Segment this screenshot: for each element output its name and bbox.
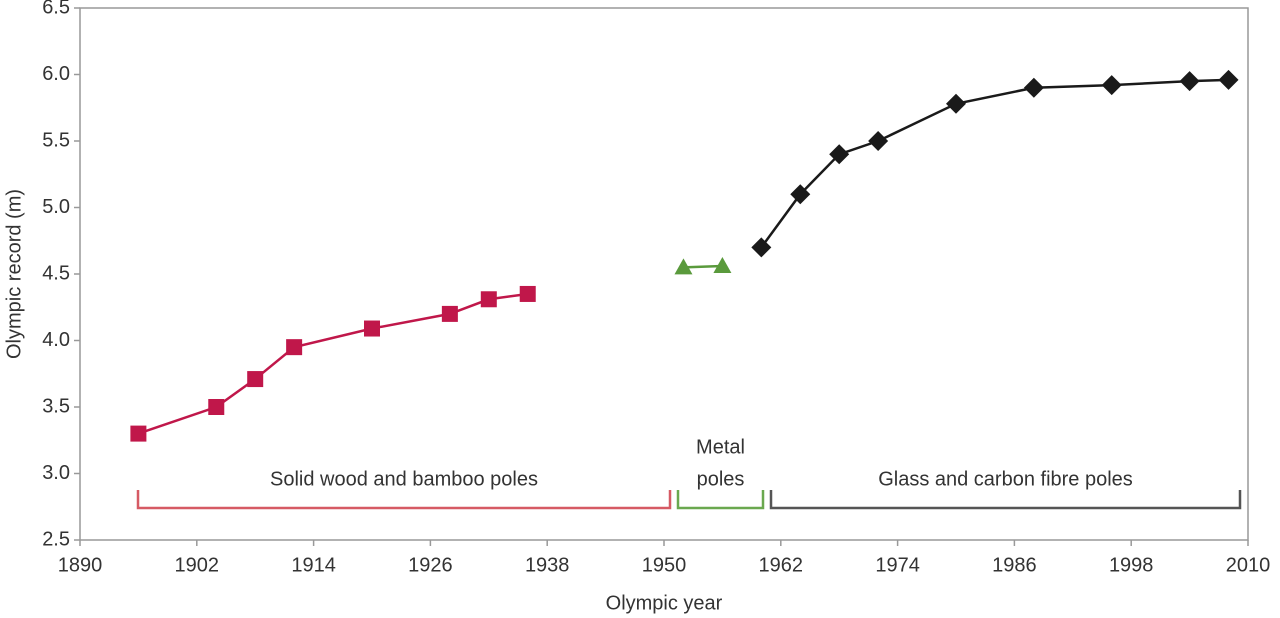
annotation-label: Metal [696, 436, 745, 458]
y-axis-title: Olympic record (m) [3, 189, 25, 359]
marker [130, 425, 147, 442]
y-tick-label: 3.0 [42, 462, 70, 484]
x-tick-label: 2010 [1226, 554, 1271, 576]
series-line [760, 78, 1229, 249]
y-tick-label: 3.5 [42, 395, 70, 417]
x-tick-label: 1998 [1109, 554, 1154, 576]
marker [751, 237, 772, 258]
bracket [136, 490, 672, 510]
series-line [137, 292, 528, 435]
marker [208, 399, 225, 415]
y-tick-label: 5.0 [42, 196, 70, 218]
marker [1218, 69, 1239, 90]
bracket [769, 490, 1242, 510]
marker [1101, 75, 1122, 96]
x-tick-label: 1950 [642, 554, 687, 576]
y-tick-label: 2.5 [42, 528, 70, 550]
bracket [676, 490, 765, 510]
x-tick-label: 1890 [58, 554, 103, 576]
marker [519, 285, 536, 302]
marker [1023, 77, 1044, 98]
annotation-label: Glass and carbon fibre poles [878, 468, 1133, 490]
plot-frame [79, 7, 1249, 541]
x-tick-label: 1962 [759, 554, 804, 576]
x-tick-label: 1902 [175, 554, 220, 576]
marker [868, 131, 889, 151]
marker [441, 305, 458, 322]
marker [946, 93, 966, 114]
y-tick-label: 4.5 [42, 262, 70, 284]
annotation-label: poles [697, 468, 745, 490]
marker [1179, 71, 1200, 92]
marker [674, 258, 693, 275]
series-line [683, 264, 723, 269]
marker [364, 320, 380, 337]
x-axis-title: Olympic year [606, 592, 723, 614]
x-tick-label: 1926 [408, 554, 453, 576]
marker [713, 257, 732, 274]
x-tick-label: 1938 [525, 554, 570, 576]
x-tick-label: 1914 [291, 554, 336, 576]
marker [790, 184, 811, 205]
x-tick-label: 1986 [992, 554, 1037, 576]
marker [247, 371, 264, 388]
y-tick-label: 4.0 [42, 329, 70, 351]
marker [829, 144, 850, 165]
marker [286, 339, 303, 356]
annotation-label: Solid wood and bamboo poles [270, 468, 538, 490]
y-tick-label: 6.0 [42, 63, 70, 85]
x-tick-label: 1974 [875, 554, 920, 576]
marker [480, 291, 497, 308]
y-tick-label: 5.5 [42, 129, 70, 151]
y-tick-label: 6.5 [42, 0, 70, 18]
